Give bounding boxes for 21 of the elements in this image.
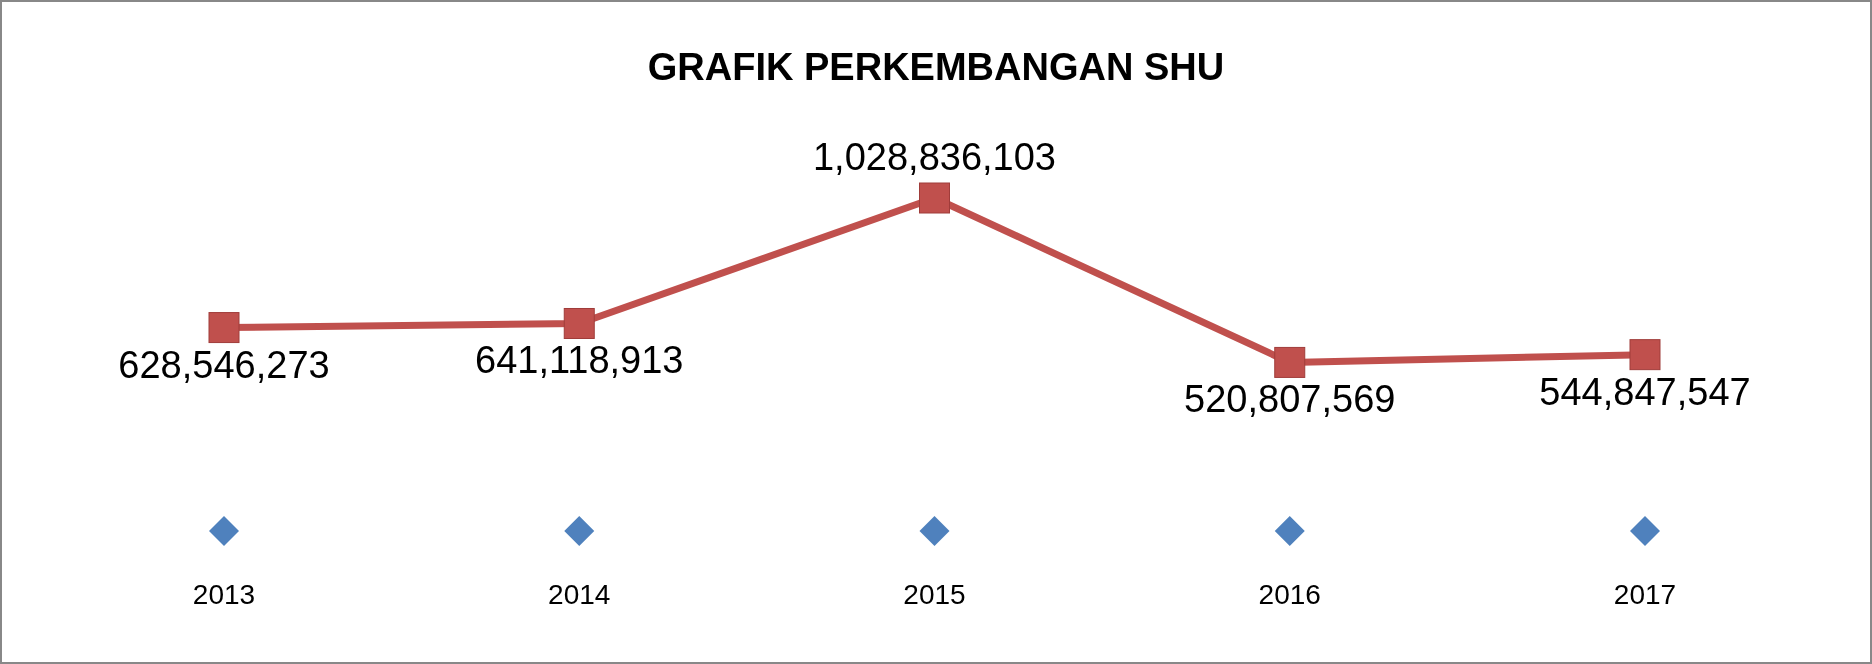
data-label: 628,546,273 [118, 343, 330, 386]
data-label: 1,028,836,103 [812, 136, 1057, 178]
point [1274, 516, 1305, 546]
x-tick-label: 2017 [1613, 579, 1677, 610]
data-label: 641,118,913 [475, 339, 684, 382]
point [919, 182, 950, 214]
x-tick-label: 2014 [548, 579, 611, 610]
data-label: 544,847,547 [1539, 370, 1751, 413]
point [919, 516, 950, 546]
data-label: 520,807,569 [1184, 378, 1396, 421]
point [208, 312, 240, 344]
x-tick-label: 2013 [192, 579, 256, 610]
point [1630, 516, 1660, 546]
point [209, 516, 239, 546]
point [1629, 339, 1661, 371]
point [1274, 346, 1306, 378]
x-tick-label: 2015 [903, 579, 966, 610]
point [564, 516, 595, 546]
point [563, 307, 595, 339]
x-tick-label: 2016 [1258, 579, 1321, 610]
chart-title: GRAFIK PERKEMBANGAN SHU [647, 46, 1225, 88]
